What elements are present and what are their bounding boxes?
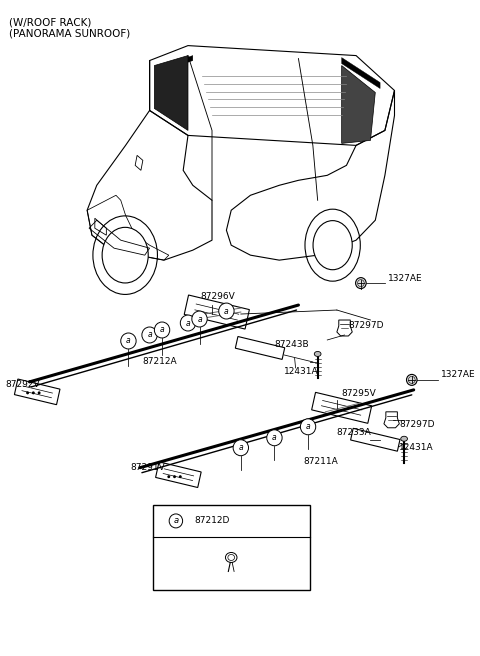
Ellipse shape	[226, 552, 237, 562]
Text: 87212A: 87212A	[143, 358, 178, 367]
Ellipse shape	[356, 277, 366, 289]
Text: 87212D: 87212D	[194, 516, 230, 525]
Ellipse shape	[314, 352, 321, 356]
Ellipse shape	[37, 392, 40, 394]
Text: 87243B: 87243B	[275, 340, 309, 350]
Text: a: a	[186, 319, 190, 327]
Ellipse shape	[155, 322, 170, 338]
Text: a: a	[272, 433, 277, 442]
Text: a: a	[239, 443, 243, 452]
Text: a: a	[160, 325, 164, 335]
Ellipse shape	[300, 419, 316, 435]
Ellipse shape	[32, 392, 35, 394]
Text: 1327AE: 1327AE	[441, 371, 475, 379]
Ellipse shape	[313, 220, 352, 270]
Text: 1327AE: 1327AE	[388, 274, 422, 283]
Text: 87292V: 87292V	[5, 380, 40, 390]
Ellipse shape	[102, 228, 148, 283]
Text: 87296V: 87296V	[201, 291, 235, 300]
FancyBboxPatch shape	[153, 504, 310, 590]
Text: (W/ROOF RACK): (W/ROOF RACK)	[9, 17, 91, 27]
Ellipse shape	[121, 333, 136, 349]
Ellipse shape	[169, 514, 182, 528]
Text: a: a	[306, 422, 311, 431]
Ellipse shape	[401, 436, 408, 441]
Ellipse shape	[179, 475, 182, 478]
Ellipse shape	[173, 475, 176, 478]
Text: 12431A: 12431A	[284, 367, 319, 377]
Text: 12431A: 12431A	[399, 443, 434, 452]
Text: a: a	[173, 516, 179, 525]
Text: a: a	[197, 314, 202, 323]
Text: 87295V: 87295V	[342, 390, 376, 398]
Text: a: a	[126, 337, 131, 346]
Text: 87211A: 87211A	[303, 457, 338, 466]
Ellipse shape	[180, 315, 196, 331]
Polygon shape	[155, 56, 188, 131]
Polygon shape	[342, 66, 375, 144]
Ellipse shape	[233, 440, 249, 456]
Text: a: a	[147, 331, 152, 340]
Polygon shape	[342, 58, 380, 89]
Ellipse shape	[267, 430, 282, 445]
Text: (PANORAMA SUNROOF): (PANORAMA SUNROOF)	[9, 29, 130, 39]
Ellipse shape	[142, 327, 157, 343]
Ellipse shape	[219, 303, 234, 319]
Text: 87297D: 87297D	[348, 321, 384, 329]
Text: 87233A: 87233A	[337, 428, 372, 438]
Text: a: a	[224, 306, 229, 316]
Ellipse shape	[26, 392, 29, 394]
Ellipse shape	[407, 375, 417, 385]
Ellipse shape	[168, 475, 170, 478]
Text: 87297D: 87297D	[399, 420, 435, 429]
Polygon shape	[164, 56, 193, 71]
Text: 87291V: 87291V	[131, 463, 165, 472]
Ellipse shape	[192, 311, 207, 327]
